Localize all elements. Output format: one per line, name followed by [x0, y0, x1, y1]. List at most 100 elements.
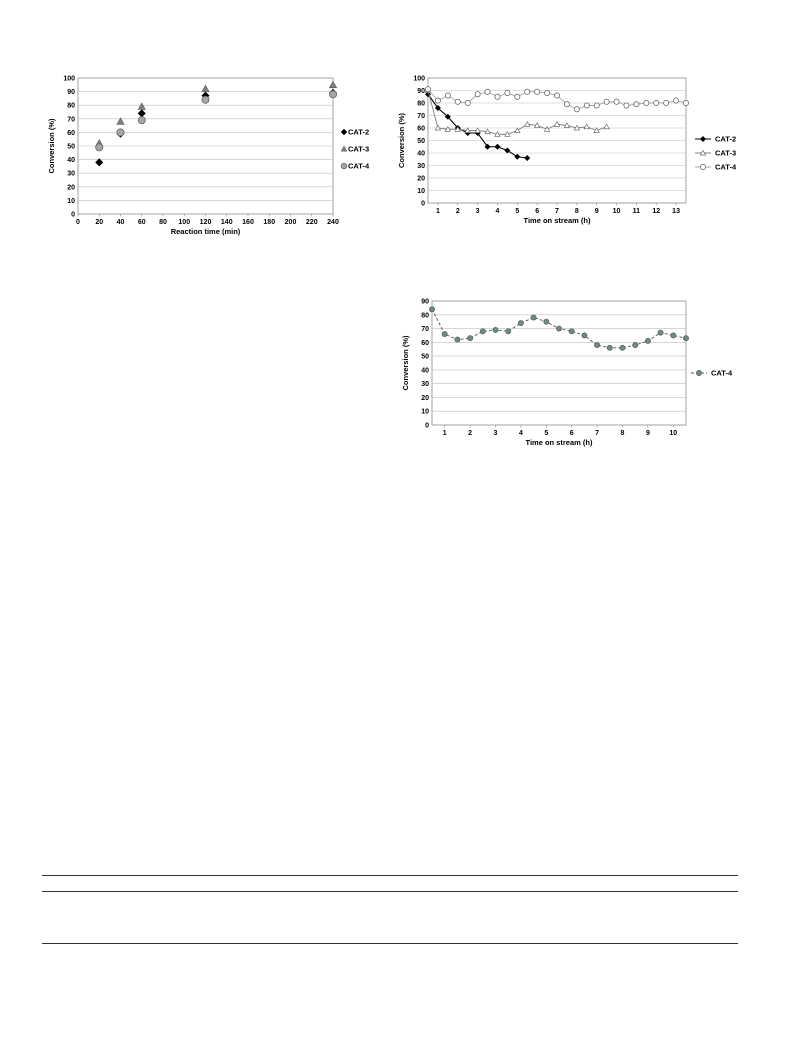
data-point	[514, 127, 521, 133]
data-point	[116, 128, 125, 137]
data-point	[328, 80, 338, 88]
data-point	[137, 116, 146, 125]
x-tick-label: 5	[544, 430, 548, 437]
data-point	[563, 122, 571, 128]
y-tick-label: 70	[417, 113, 425, 120]
data-point	[613, 98, 620, 105]
y-tick-label: 50	[421, 354, 429, 361]
data-point	[479, 328, 486, 335]
data-point	[670, 332, 677, 339]
x-tick-label: 3	[476, 208, 480, 215]
y-tick-label: 0	[71, 212, 75, 219]
data-point	[657, 329, 664, 336]
legend-entry-cat-3: CAT-3	[340, 145, 369, 154]
legend-label: CAT-4	[715, 163, 737, 172]
x-tick-label: 13	[672, 208, 680, 215]
data-point	[593, 102, 600, 109]
data-point	[464, 127, 471, 133]
legend-entry-cat-4: CAT-4	[340, 162, 370, 171]
y-tick-label: 30	[421, 381, 429, 388]
chart-cat4-conversion-vs-time-on-stream: 0 10 20 30 40 50 60 70 80 90 1 2 3 4 5 6 7 8 9 10 Time on st…	[401, 299, 733, 448]
y-tick-label: 80	[67, 103, 75, 110]
x-tick-label: 3	[494, 430, 498, 437]
data-point	[594, 342, 601, 349]
data-point	[568, 328, 575, 335]
x-tick-label: 11	[633, 208, 641, 215]
y-tick-label: 0	[425, 423, 429, 430]
data-point	[663, 100, 670, 106]
data-point	[653, 100, 660, 106]
data-point	[425, 86, 431, 93]
data-point	[492, 326, 499, 333]
data-point	[623, 102, 630, 109]
x-tick-label: 220	[306, 219, 318, 226]
data-point	[534, 122, 541, 128]
data-point	[484, 143, 491, 150]
x-tick-label: 8	[621, 430, 625, 437]
data-point	[683, 100, 689, 106]
y-tick-label: 10	[421, 409, 429, 416]
data-point	[556, 325, 562, 332]
x-tick-label: 180	[263, 219, 275, 226]
y-tick-label: 40	[417, 151, 425, 158]
x-tick-label: 1	[443, 430, 447, 437]
data-point	[454, 126, 461, 132]
data-point	[573, 124, 580, 131]
y-tick-label: 20	[67, 184, 75, 191]
legend-entry-cat-4: CAT-4	[691, 369, 733, 378]
x-tick-label: 9	[646, 430, 650, 437]
series-cat-4	[95, 90, 337, 152]
legend-label: CAT-3	[348, 145, 369, 154]
x-tick-label: 2	[468, 430, 472, 437]
legend-marker	[696, 370, 702, 376]
data-point	[95, 143, 104, 152]
legend-marker	[340, 128, 348, 136]
x-tick-label: 7	[595, 430, 599, 437]
y-tick-label: 20	[417, 176, 425, 183]
legend-entry-cat-4: CAT-4	[695, 163, 737, 172]
data-point	[444, 126, 451, 132]
data-point	[494, 143, 501, 150]
data-point	[619, 344, 626, 351]
y-tick-label: 100	[413, 76, 425, 83]
y-tick-label: 0	[421, 201, 425, 208]
data-point	[544, 90, 551, 96]
y-tick-label: 100	[63, 76, 75, 83]
legend-marker	[700, 164, 706, 170]
data-point	[543, 318, 550, 325]
data-point	[673, 97, 680, 104]
y-tick-label: 10	[417, 188, 425, 195]
legend-marker	[699, 149, 707, 156]
data-point	[643, 100, 650, 106]
x-tick-label: 200	[285, 219, 297, 226]
data-point	[581, 332, 588, 339]
x-tick-label: 9	[595, 208, 599, 215]
data-point	[441, 331, 448, 338]
data-point	[434, 104, 441, 112]
data-point	[603, 98, 610, 105]
x-tick-label: 10	[669, 430, 677, 437]
x-tick-label: 40	[117, 219, 125, 226]
data-point	[474, 127, 481, 133]
y-tick-label: 20	[421, 395, 429, 402]
x-axis-label: Time on stream (h)	[524, 216, 591, 225]
x-tick-label: 2	[456, 208, 460, 215]
data-point	[505, 328, 512, 335]
x-tick-label: 6	[535, 208, 539, 215]
x-tick-label: 100	[178, 219, 190, 226]
data-point	[494, 131, 501, 137]
data-point	[504, 90, 511, 96]
y-tick-label: 90	[417, 88, 425, 95]
y-axis-label: Conversion (%)	[401, 335, 410, 391]
data-point	[504, 131, 511, 137]
legend-label: CAT-4	[348, 162, 370, 171]
data-point	[116, 117, 125, 125]
y-tick-label: 70	[67, 116, 75, 123]
data-point	[563, 101, 570, 108]
data-point	[454, 336, 461, 343]
y-tick-label: 50	[67, 144, 75, 151]
data-point	[543, 126, 551, 132]
series-cat-4	[425, 86, 689, 113]
data-point	[606, 344, 613, 351]
y-axis-label: Conversion (%)	[47, 118, 56, 174]
